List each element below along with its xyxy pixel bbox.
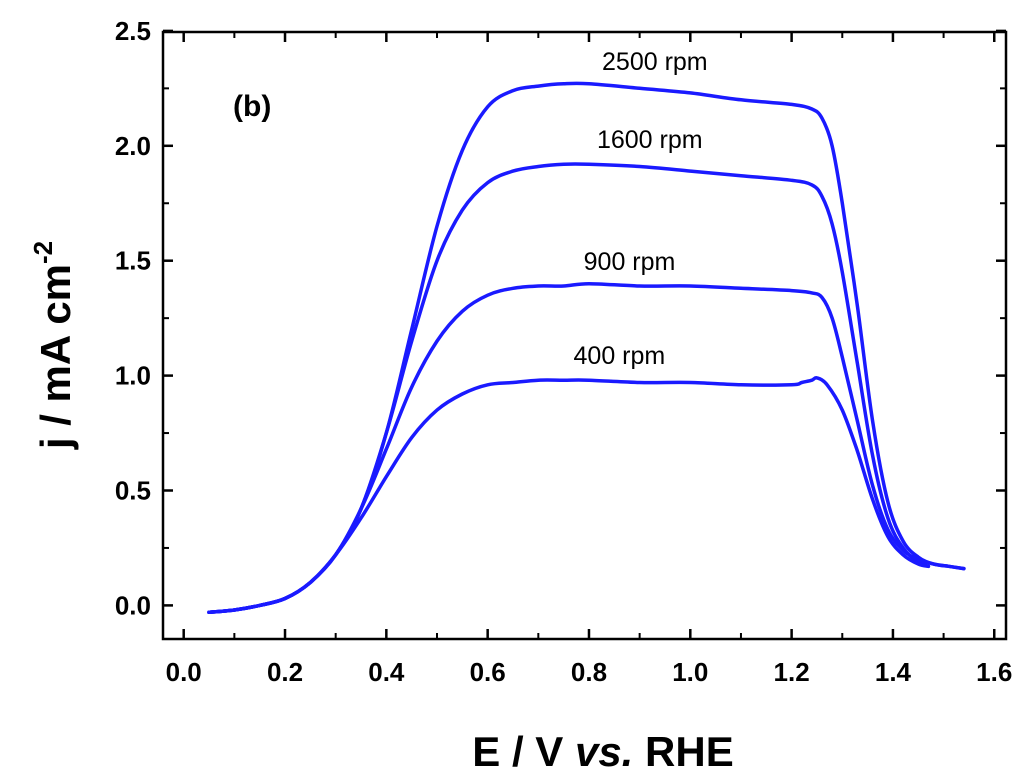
- x-axis-title-italic: vs.: [575, 728, 633, 769]
- y-tick-label: 2.0: [115, 131, 151, 161]
- x-tick-label: 1.6: [976, 657, 1012, 687]
- x-ticks: 0.0 0.2 0.4 0.6 0.8 1.0 1.2 1.4 1.6: [166, 32, 1012, 687]
- y-axis-title-sup: -2: [28, 241, 58, 264]
- x-tick-label: 1.2: [774, 657, 810, 687]
- x-tick-label: 1.0: [672, 657, 708, 687]
- series-line-1600-rpm: [207, 162, 931, 615]
- y-tick-label: 0.5: [115, 476, 151, 506]
- series-label-1600-rpm: 1600 rpm: [597, 126, 703, 154]
- y-axis-title: j / mA cm-2: [28, 241, 79, 450]
- y-tick-label: 0.0: [115, 590, 151, 620]
- x-tick-label: 0.4: [368, 657, 405, 687]
- y-tick-label: 2.5: [115, 16, 151, 46]
- series-labels: 2500 rpm 1600 rpm 900 rpm 400 rpm: [574, 48, 708, 370]
- x-axis-title-tail: RHE: [633, 728, 733, 769]
- y-tick-label: 1.0: [115, 361, 151, 391]
- x-tick-label: 0.6: [470, 657, 506, 687]
- x-tick-label: 0.0: [166, 657, 202, 687]
- x-tick-label: 1.4: [875, 657, 912, 687]
- x-axis-title-main: E / V: [472, 728, 575, 769]
- series-label-2500-rpm: 2500 rpm: [602, 48, 708, 76]
- series-label-900-rpm: 900 rpm: [584, 248, 676, 276]
- series-line-400-rpm: [207, 375, 931, 615]
- series-label-400-rpm: 400 rpm: [574, 342, 666, 370]
- panel-label: (b): [233, 90, 271, 123]
- x-axis-title: E / V vs. RHE: [472, 728, 733, 769]
- plot-frame: [161, 30, 1008, 641]
- y-ticks: 0.0 0.5 1.0 1.5 2.0 2.5: [115, 16, 1006, 620]
- x-tick-label: 0.2: [267, 657, 303, 687]
- x-tick-label: 0.8: [571, 657, 607, 687]
- series-lines: [207, 81, 966, 615]
- y-axis-title-group: j / mA cm-2: [28, 241, 79, 450]
- y-tick-label: 1.5: [115, 246, 151, 276]
- y-axis-title-main: j / mA cm: [32, 264, 79, 450]
